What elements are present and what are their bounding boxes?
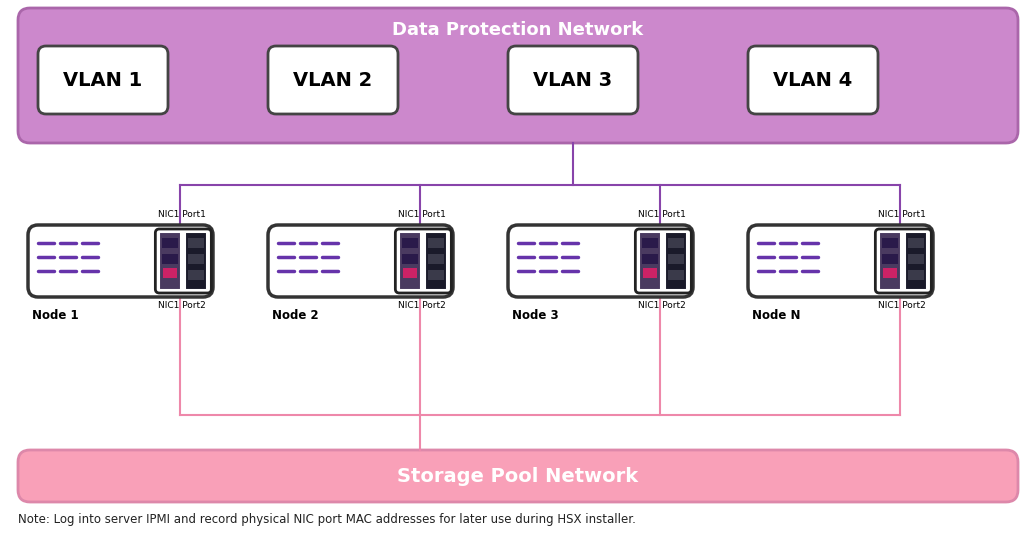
Bar bbox=[668, 270, 685, 280]
Bar bbox=[189, 270, 204, 280]
Bar bbox=[905, 232, 927, 290]
Bar bbox=[883, 238, 898, 248]
Bar bbox=[189, 238, 204, 248]
Text: Node N: Node N bbox=[752, 309, 801, 322]
Text: NIC1 Port2: NIC1 Port2 bbox=[638, 301, 686, 310]
Bar bbox=[880, 232, 901, 290]
Bar bbox=[909, 270, 924, 280]
Text: Node 1: Node 1 bbox=[32, 309, 79, 322]
FancyBboxPatch shape bbox=[18, 450, 1018, 502]
FancyBboxPatch shape bbox=[38, 46, 168, 114]
Text: VLAN 2: VLAN 2 bbox=[293, 70, 373, 89]
Bar bbox=[402, 238, 419, 248]
Bar bbox=[642, 238, 658, 248]
Text: Node 2: Node 2 bbox=[272, 309, 319, 322]
FancyBboxPatch shape bbox=[508, 225, 693, 297]
Bar bbox=[399, 232, 422, 290]
Bar bbox=[185, 232, 207, 290]
Text: Note: Log into server IPMI and record physical NIC port MAC addresses for later : Note: Log into server IPMI and record ph… bbox=[18, 513, 636, 526]
Bar bbox=[643, 268, 658, 278]
Text: VLAN 3: VLAN 3 bbox=[534, 70, 612, 89]
Text: NIC1 Port1: NIC1 Port1 bbox=[638, 210, 686, 219]
FancyBboxPatch shape bbox=[748, 225, 933, 297]
Text: Data Protection Network: Data Protection Network bbox=[393, 21, 643, 39]
Bar bbox=[639, 232, 661, 290]
Bar bbox=[189, 254, 204, 264]
Bar bbox=[884, 268, 897, 278]
Text: Storage Pool Network: Storage Pool Network bbox=[398, 467, 638, 486]
Bar bbox=[883, 254, 898, 264]
Text: VLAN 4: VLAN 4 bbox=[774, 70, 853, 89]
FancyBboxPatch shape bbox=[28, 225, 213, 297]
Text: Node 3: Node 3 bbox=[512, 309, 558, 322]
Bar bbox=[665, 232, 687, 290]
FancyBboxPatch shape bbox=[268, 225, 453, 297]
Text: NIC1 Port2: NIC1 Port2 bbox=[157, 301, 205, 310]
Text: NIC1 Port2: NIC1 Port2 bbox=[398, 301, 445, 310]
Bar bbox=[402, 254, 419, 264]
Text: NIC1 Port1: NIC1 Port1 bbox=[877, 210, 925, 219]
FancyBboxPatch shape bbox=[508, 46, 638, 114]
Text: VLAN 1: VLAN 1 bbox=[63, 70, 143, 89]
Bar bbox=[163, 238, 178, 248]
Bar bbox=[909, 238, 924, 248]
Bar bbox=[428, 270, 444, 280]
Bar bbox=[160, 232, 181, 290]
Bar bbox=[668, 254, 685, 264]
Bar bbox=[428, 238, 444, 248]
Bar bbox=[163, 254, 178, 264]
Bar bbox=[642, 254, 658, 264]
Text: NIC1 Port1: NIC1 Port1 bbox=[157, 210, 205, 219]
Text: NIC1 Port2: NIC1 Port2 bbox=[877, 301, 925, 310]
FancyBboxPatch shape bbox=[748, 46, 877, 114]
FancyBboxPatch shape bbox=[268, 46, 398, 114]
Bar bbox=[428, 254, 444, 264]
Bar bbox=[909, 254, 924, 264]
Text: NIC1 Port1: NIC1 Port1 bbox=[398, 210, 445, 219]
Bar bbox=[426, 232, 448, 290]
Bar bbox=[668, 238, 685, 248]
FancyBboxPatch shape bbox=[18, 8, 1018, 143]
Bar bbox=[164, 268, 177, 278]
Bar bbox=[403, 268, 418, 278]
